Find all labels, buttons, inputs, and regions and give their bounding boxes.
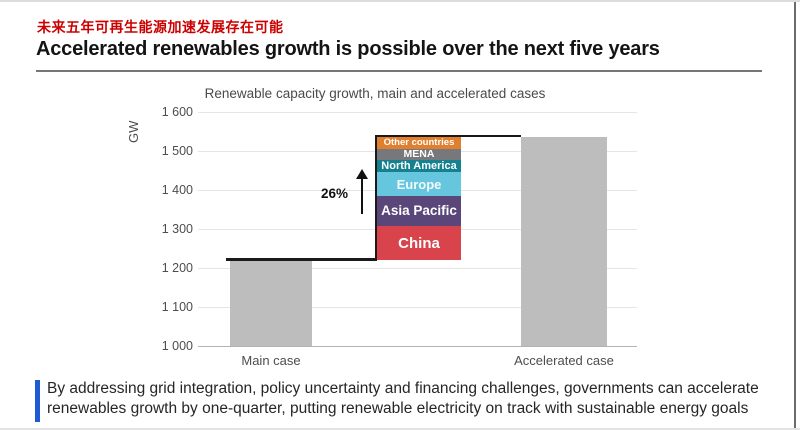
chart-title: Renewable capacity growth, main and acce… xyxy=(204,86,546,101)
chinese-subtitle: 未来五年可再生能源加速发展存在可能 xyxy=(37,19,284,35)
callout-accent-bar xyxy=(35,380,40,422)
x-category-label: Accelerated case xyxy=(514,353,614,368)
segment-label: Other countries xyxy=(383,137,455,149)
title-divider xyxy=(36,70,762,72)
segment-china: China xyxy=(377,225,461,261)
y-tick-label: 1 000 xyxy=(161,339,193,353)
step-line-main-level xyxy=(226,258,377,261)
x-category-label: Main case xyxy=(241,353,301,368)
segment-label: Asia Pacific xyxy=(381,203,457,219)
segment-label: MENA xyxy=(403,147,435,160)
gridline xyxy=(198,345,637,347)
segment-label: North America xyxy=(381,159,457,172)
growth-percentage-label: 26% xyxy=(320,186,348,201)
segment-label: Europe xyxy=(396,176,442,192)
bar-accelerated-case xyxy=(521,136,607,346)
bar-main-case xyxy=(230,260,312,346)
gridline xyxy=(198,267,637,269)
step-line-accelerated-level xyxy=(374,134,521,138)
growth-arrow-head xyxy=(356,169,368,179)
y-tick-label: 1 100 xyxy=(161,300,193,314)
segment-mena: MENA xyxy=(377,147,461,160)
segment-other-countries: Other countries xyxy=(377,136,461,149)
step-line-vertical xyxy=(374,134,377,261)
segment-asia-pacific: Asia Pacific xyxy=(377,196,461,226)
image-border-right xyxy=(794,2,796,428)
y-tick-label: 1 500 xyxy=(161,144,193,158)
summary-text: By addressing grid integration, policy u… xyxy=(47,380,759,417)
segment-north-america: North America xyxy=(377,159,461,173)
growth-arrow-line xyxy=(361,179,363,214)
y-tick-label: 1 600 xyxy=(161,105,193,119)
segment-europe: Europe xyxy=(377,172,461,197)
gridline xyxy=(198,306,637,308)
page-title: Accelerated renewables growth is possibl… xyxy=(36,38,660,60)
y-tick-label: 1 200 xyxy=(161,261,193,275)
y-tick-label: 1 400 xyxy=(161,183,193,197)
gridline xyxy=(198,111,637,113)
segment-label: China xyxy=(398,234,440,252)
y-tick-label: 1 300 xyxy=(161,222,193,236)
